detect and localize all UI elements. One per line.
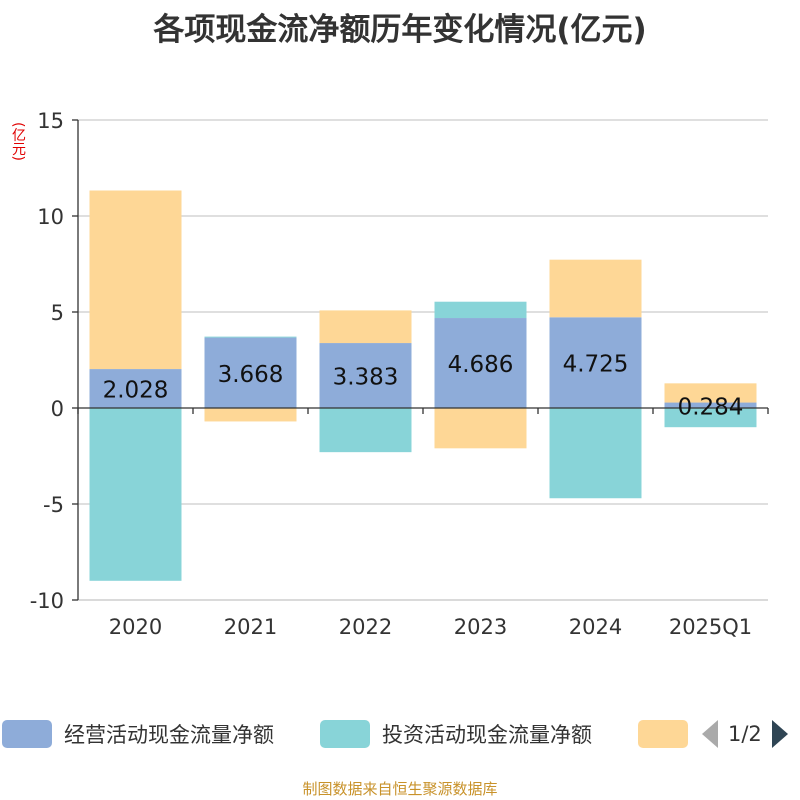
legend-item-financing[interactable] [638,714,688,754]
legend-item-operating[interactable]: 经营活动现金流量净额 [2,714,274,754]
bar-series-0-2025Q1 [664,402,757,408]
axes [72,119,769,601]
legend-pager: 1/2 [702,714,788,754]
labels: 15 10 5 0 -5 -10 2.028 2020 3.668 2021 3.383 2022 4.… [30,109,752,639]
bar-series-1-2024 [549,408,642,499]
y-tick-label: 10 [37,205,64,229]
bar-series-0-2021 [204,337,297,408]
bar-series-1-2023 [434,301,527,319]
y-axis-unit-label: (亿元) [10,122,26,161]
x-tick-label-2025Q1: 2025Q1 [669,615,752,639]
legend-label-operating: 经营活动现金流量净额 [64,723,274,747]
bar-series-1-2021 [204,336,297,338]
data-label-2025Q1: 0.284 [678,394,744,420]
chart-title: 各项现金流净额历年变化情况(亿元) [153,12,647,48]
legend-page-indicator: 1/2 [728,722,762,746]
x-tick-label-2020: 2020 [109,615,162,639]
y-tick-label: -10 [30,589,64,613]
bar-series-0-2023 [434,318,527,408]
bar-series-2-2025Q1 [664,383,757,403]
data-label-2020: 2.028 [103,378,169,404]
legend-item-investing[interactable]: 投资活动现金流量净额 [320,714,592,754]
x-tick-label-2024: 2024 [569,615,622,639]
bar-series-0-2024 [549,317,642,408]
data-label-2024: 4.725 [563,352,629,378]
x-tick-label-2022: 2022 [339,615,392,639]
bar-series-2-2021 [204,408,297,422]
legend-swatch-operating [2,720,52,748]
bar-series-0-2020 [89,369,182,408]
y-tick-label: -5 [43,493,64,517]
x-tick-label-2021: 2021 [224,615,277,639]
legend-swatch-financing [638,720,688,748]
data-label-2021: 3.668 [218,362,284,388]
legend: 经营活动现金流量净额 投资活动现金流量净额 1/2 [0,714,800,754]
cash-flow-chart: 15 10 5 0 -5 -10 2.028 2020 3.668 2021 3.383 2022 4.… [30,109,769,639]
bar-series-1-2020 [89,408,182,581]
bar-series-2-2020 [89,190,182,370]
legend-prev-page-icon[interactable] [702,720,718,748]
y-tick-label: 0 [51,397,64,421]
data-label-2022: 3.383 [333,365,399,391]
legend-next-page-icon[interactable] [771,720,788,748]
x-tick-label-2023: 2023 [454,615,507,639]
bar-series-2-2022 [319,310,412,344]
data-source-note: 制图数据来自恒生聚源数据库 [302,780,498,798]
data-label-2023: 4.686 [448,352,514,378]
bar-series-0-2022 [319,343,412,408]
bars [89,190,757,581]
y-tick-label: 5 [51,301,64,325]
bar-series-1-2022 [319,408,412,453]
bar-series-2-2023 [434,408,527,449]
legend-swatch-investing [320,720,370,748]
legend-label-investing: 投资活动现金流量净额 [382,723,592,747]
y-tick-label: 15 [37,109,64,133]
bar-series-1-2025Q1 [664,408,757,428]
bar-series-2-2024 [549,259,642,318]
grid-lines [78,119,768,601]
